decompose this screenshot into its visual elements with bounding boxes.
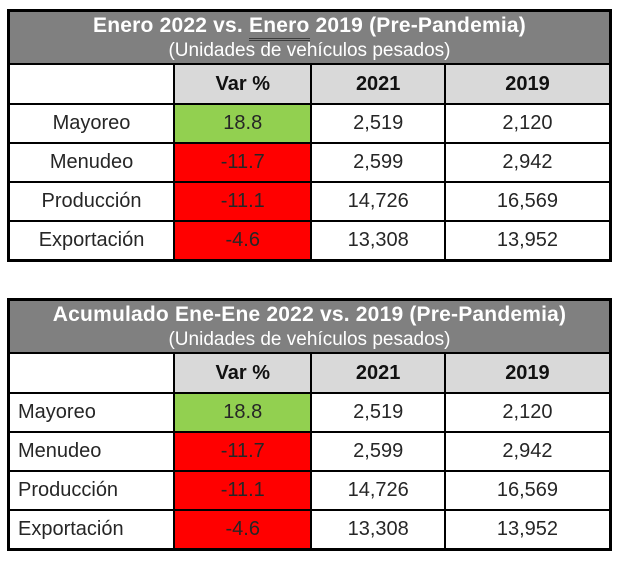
table-subtitle: (Unidades de vehículos pesados) [168, 40, 451, 61]
var-cell: -11.7 [173, 142, 313, 183]
value-2019: 2,942 [443, 431, 612, 472]
table-row-menudeo: Menudeo -11.7 2,599 2,942 [7, 142, 612, 183]
var-cell: -11.7 [173, 431, 313, 472]
header-blank-cell [7, 63, 176, 105]
table-enero: Enero 2022 vs. Enero 2019 (Pre-Pandemia)… [7, 9, 612, 262]
value-2019: 2,120 [443, 392, 612, 433]
value-2021: 13,308 [310, 220, 446, 262]
value-2019: 16,569 [443, 181, 612, 222]
header-blank-cell [7, 352, 176, 394]
header-2019: 2019 [443, 63, 612, 105]
row-label: Exportación [7, 509, 176, 551]
header-row: Var % 2021 2019 [7, 352, 612, 394]
value-2019: 2,120 [443, 103, 612, 144]
header-2021: 2021 [310, 63, 446, 105]
table-acumulado: Acumulado Ene-Ene 2022 vs. 2019 (Pre-Pan… [7, 298, 612, 551]
value-2021: 2,599 [310, 142, 446, 183]
row-label: Mayoreo [7, 392, 176, 433]
value-2019: 13,952 [443, 220, 612, 262]
table-title: Enero 2022 vs. Enero 2019 (Pre-Pandemia) [16, 12, 603, 41]
value-2019: 16,569 [443, 470, 612, 511]
header-2021: 2021 [310, 352, 446, 394]
row-label: Exportación [7, 220, 176, 262]
table-title-bar: Enero 2022 vs. Enero 2019 (Pre-Pandemia)… [7, 9, 612, 65]
var-cell: -11.1 [173, 470, 313, 511]
row-label: Menudeo [7, 431, 176, 472]
table-title: Acumulado Ene-Ene 2022 vs. 2019 (Pre-Pan… [52, 303, 567, 326]
value-2021: 14,726 [310, 181, 446, 222]
table-title-bar: Acumulado Ene-Ene 2022 vs. 2019 (Pre-Pan… [7, 298, 612, 354]
value-2019: 2,942 [443, 142, 612, 183]
row-label: Mayoreo [7, 103, 176, 144]
value-2019: 13,952 [443, 509, 612, 551]
value-2021: 2,599 [310, 431, 446, 472]
var-cell: -11.1 [173, 181, 313, 222]
table-row-exportacion: Exportación -4.6 13,308 13,952 [7, 509, 612, 551]
var-cell: -4.6 [173, 509, 313, 551]
value-2021: 2,519 [310, 392, 446, 433]
row-label: Producción [7, 470, 176, 511]
table-row-menudeo: Menudeo -11.7 2,599 2,942 [7, 431, 612, 472]
table-subtitle: (Unidades de vehículos pesados) [168, 329, 451, 350]
var-cell: 18.8 [173, 392, 313, 433]
table-row-produccion: Producción -11.1 14,726 16,569 [7, 181, 612, 222]
value-2021: 2,519 [310, 103, 446, 144]
header-2019: 2019 [443, 352, 612, 394]
table-row-produccion: Producción -11.1 14,726 16,569 [7, 470, 612, 511]
value-2021: 13,308 [310, 509, 446, 551]
table-row-mayoreo: Mayoreo 18.8 2,519 2,120 [7, 103, 612, 144]
var-cell: 18.8 [173, 103, 313, 144]
table-row-mayoreo: Mayoreo 18.8 2,519 2,120 [7, 392, 612, 433]
table-row-exportacion: Exportación -4.6 13,308 13,952 [7, 220, 612, 262]
header-var: Var % [173, 63, 313, 105]
title-segment: 2019 (Pre-Pandemia) [309, 14, 526, 37]
row-label: Menudeo [7, 142, 176, 183]
title-segment: Enero 2022 vs. [93, 14, 249, 37]
header-var: Var % [173, 352, 313, 394]
value-2021: 14,726 [310, 470, 446, 511]
title-row: Enero 2022 vs. Enero 2019 (Pre-Pandemia)… [7, 9, 612, 65]
row-label: Producción [7, 181, 176, 222]
var-cell: -4.6 [173, 220, 313, 262]
title-underlined-segment: Enero [248, 14, 310, 41]
title-row: Acumulado Ene-Ene 2022 vs. 2019 (Pre-Pan… [7, 298, 612, 354]
header-row: Var % 2021 2019 [7, 63, 612, 105]
